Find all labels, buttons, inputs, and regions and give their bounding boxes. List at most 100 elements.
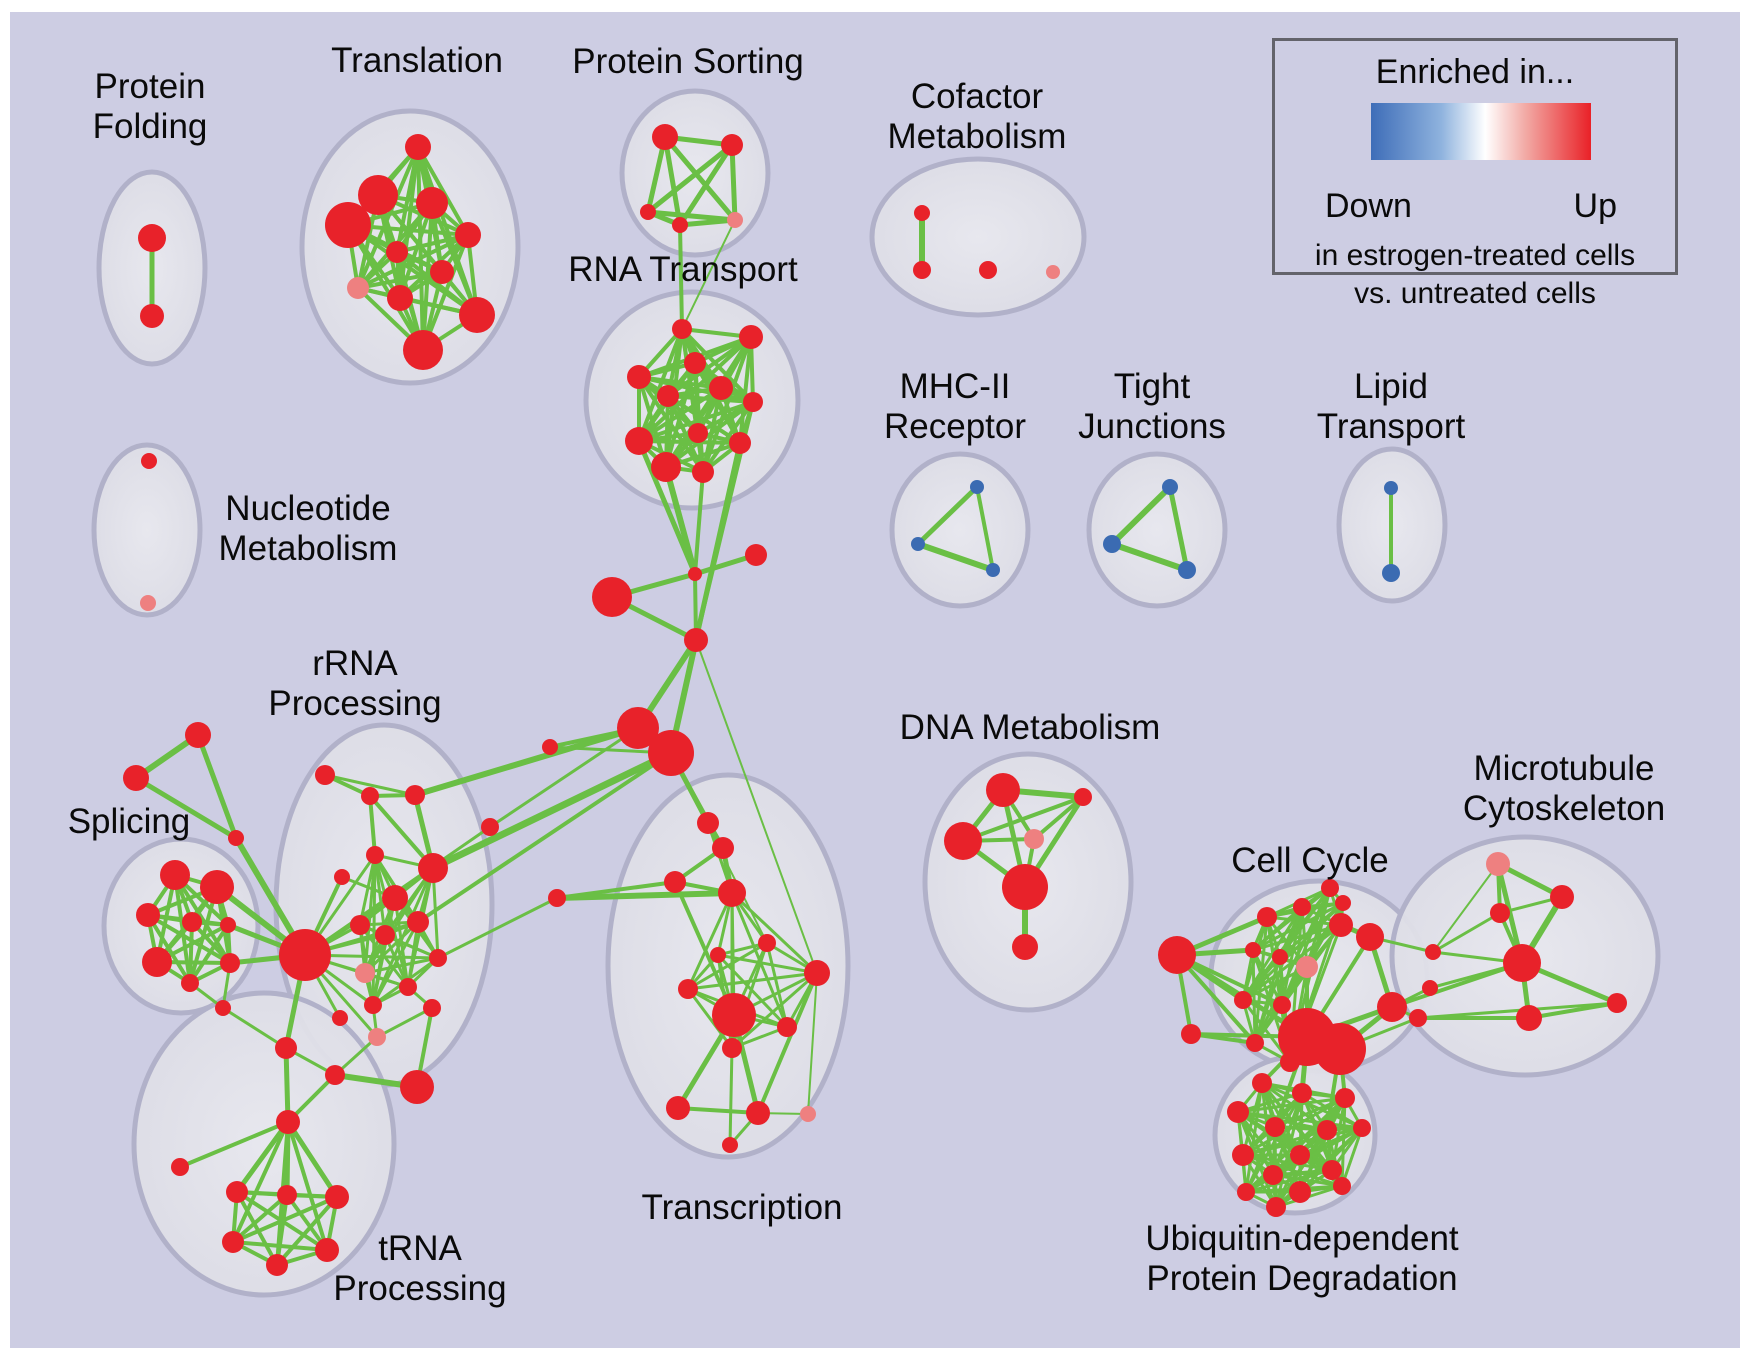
edge-sp5-sp8 bbox=[188, 923, 230, 985]
node-xbig bbox=[712, 993, 756, 1037]
node-sp7 bbox=[220, 953, 240, 973]
cluster-ellipse-cofactor-metabolism bbox=[869, 156, 1087, 318]
edge-cc17-mt1 bbox=[1432, 863, 1499, 953]
edge-x6-x8 bbox=[686, 941, 769, 991]
node-rr6 bbox=[334, 869, 350, 885]
cluster-label-rna-transport: RNA Transport bbox=[568, 250, 798, 289]
edge-ps3-ps5 bbox=[645, 209, 738, 223]
node-tn2 bbox=[277, 1185, 297, 1205]
cluster-label-mhc-ii-receptor: MHC-II Receptor bbox=[884, 367, 1026, 446]
node-u15 bbox=[1266, 1197, 1286, 1217]
edge-sp3-sp7 bbox=[146, 913, 232, 965]
cluster-label-nucleotide-metabolism: Nucleotide Metabolism bbox=[219, 489, 398, 568]
cluster-label-transcription: Transcription bbox=[642, 1188, 843, 1227]
cluster-label-microtubule-cytoskeleton: Microtubule Cytoskeleton bbox=[1463, 749, 1665, 828]
node-t1 bbox=[405, 134, 431, 160]
edge-cc4-cc9 bbox=[1251, 886, 1332, 952]
edge-ps2-ps5 bbox=[729, 142, 738, 223]
node-tn1 bbox=[226, 1181, 248, 1203]
node-mt3 bbox=[1490, 903, 1510, 923]
node-cc12 bbox=[1246, 1034, 1264, 1052]
node-s1 bbox=[542, 739, 558, 755]
edge-r6-r7 bbox=[666, 394, 755, 404]
edge-cc4-cc12 bbox=[1251, 948, 1257, 1045]
edge-tnhub-tnlone bbox=[178, 1120, 290, 1169]
edge-r9-j1 bbox=[636, 438, 698, 577]
node-sp4 bbox=[182, 912, 202, 932]
node-sp6 bbox=[142, 947, 172, 977]
node-u13 bbox=[1289, 1181, 1311, 1203]
edge-mh1-mh3 bbox=[975, 485, 995, 572]
node-t7 bbox=[430, 260, 454, 284]
edge-u7-u8 bbox=[1241, 1126, 1364, 1157]
cluster-label-dna-metabolism: DNA Metabolism bbox=[900, 708, 1161, 747]
edge-cc9-cc12 bbox=[1253, 886, 1332, 1045]
node-cc4 bbox=[1245, 942, 1261, 958]
node-mt5 bbox=[1607, 993, 1627, 1013]
edge-sp1-sp7 bbox=[173, 873, 232, 965]
node-sp1 bbox=[160, 860, 190, 890]
node-x8 bbox=[678, 979, 698, 999]
cluster-ellipse-mhc-ii-receptor bbox=[889, 451, 1031, 609]
cluster-labels-layer: Protein Folding Translation Protein Sorting… bbox=[68, 41, 1665, 1308]
node-jbig bbox=[592, 577, 632, 617]
cluster-label-protein-sorting: Protein Sorting bbox=[572, 42, 804, 81]
edge-tr2-tr3 bbox=[133, 775, 239, 841]
node-pf2 bbox=[140, 304, 164, 328]
node-cc9 bbox=[1321, 879, 1339, 897]
node-x1 bbox=[697, 812, 719, 834]
edge-u11-u12 bbox=[1244, 1168, 1334, 1194]
node-tr1 bbox=[185, 722, 211, 748]
edge-r7-r9 bbox=[637, 400, 755, 443]
node-d2 bbox=[1074, 788, 1092, 806]
node-rr4 bbox=[366, 846, 384, 864]
edge-rr17-tnhub bbox=[283, 1045, 291, 1125]
node-rr18 bbox=[332, 1010, 348, 1026]
node-x3 bbox=[664, 871, 686, 893]
node-mh3 bbox=[986, 563, 1000, 577]
cluster-label-rrna-processing: rRNA Processing bbox=[268, 644, 441, 723]
node-x12 bbox=[746, 1101, 770, 1125]
node-cc19 bbox=[1409, 1009, 1427, 1027]
node-cm2 bbox=[913, 261, 931, 279]
cluster-ellipse-trna-processing bbox=[131, 990, 397, 1298]
node-ps5 bbox=[727, 212, 743, 228]
node-cc3 bbox=[1335, 895, 1351, 911]
node-x10 bbox=[722, 1038, 742, 1058]
node-r6 bbox=[657, 385, 679, 407]
node-d3 bbox=[944, 822, 982, 860]
node-tn5 bbox=[315, 1238, 339, 1262]
node-tn6 bbox=[266, 1254, 288, 1276]
edge-rr8-rr15 bbox=[371, 920, 420, 1007]
node-h1 bbox=[617, 707, 659, 749]
node-cc16 bbox=[1377, 992, 1407, 1022]
edge-tn3-tn6 bbox=[275, 1195, 339, 1267]
edge-h1-rr3 bbox=[412, 725, 641, 798]
edge-r12-j1 bbox=[693, 470, 705, 576]
node-pf1 bbox=[138, 224, 166, 252]
node-x9 bbox=[777, 1017, 797, 1037]
node-cc1 bbox=[1257, 907, 1277, 927]
edge-r2-r10 bbox=[738, 335, 753, 445]
node-r4 bbox=[627, 365, 651, 389]
edge-t1-t5 bbox=[416, 145, 470, 237]
cluster-label-ubiquitin-degradation: Ubiquitin-dependent Protein Degradation bbox=[1145, 1219, 1459, 1298]
edge-x3-xbig bbox=[673, 880, 736, 1017]
edge-rr4-rr10 bbox=[373, 853, 387, 937]
node-cc2 bbox=[1293, 898, 1311, 916]
node-ps3 bbox=[640, 204, 656, 220]
node-tr3 bbox=[228, 830, 244, 846]
edge-tn3-tn4 bbox=[231, 1195, 339, 1244]
node-rr8 bbox=[407, 911, 429, 933]
node-s2 bbox=[481, 818, 499, 836]
node-cc17 bbox=[1425, 944, 1441, 960]
node-hub bbox=[279, 929, 331, 981]
node-rr5 bbox=[418, 853, 448, 883]
edge-x4-x8 bbox=[686, 891, 734, 991]
cluster-label-splicing: Splicing bbox=[68, 802, 191, 841]
edge-r1-r9 bbox=[637, 327, 684, 443]
edge-tnhub-tn4 bbox=[231, 1120, 290, 1244]
edge-s3-x4 bbox=[554, 890, 735, 901]
node-tj1 bbox=[1162, 479, 1178, 495]
